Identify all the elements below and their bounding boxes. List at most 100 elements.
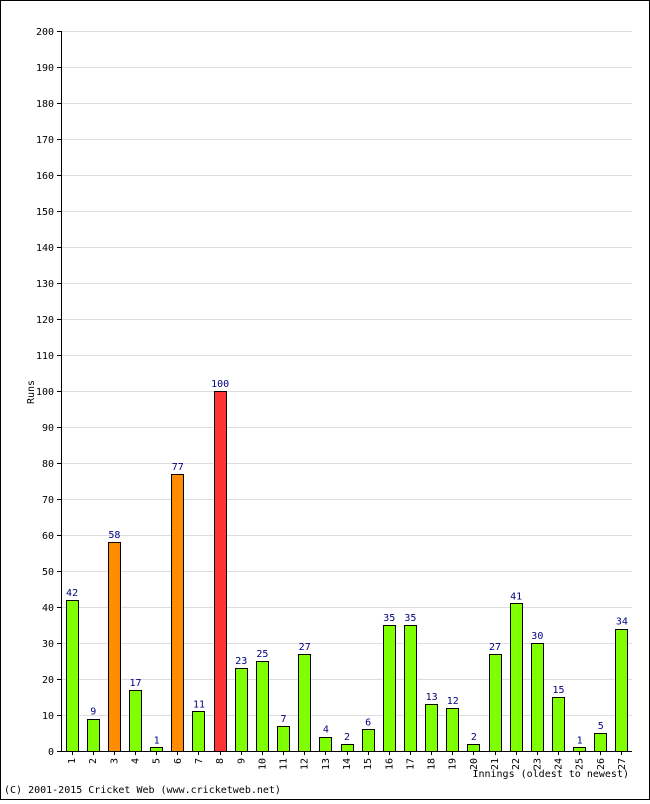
y-tick-label: 40 xyxy=(42,603,54,614)
y-tick-label: 120 xyxy=(36,315,54,326)
bar-value-label: 30 xyxy=(531,631,543,642)
bar-value-label: 35 xyxy=(383,613,395,624)
y-tick-label: 30 xyxy=(42,639,54,650)
y-tick-label: 160 xyxy=(36,171,54,182)
x-tick-label: 16 xyxy=(384,758,395,770)
x-tick-label: 27 xyxy=(617,758,628,770)
bar-innings-20 xyxy=(467,744,480,752)
x-tick-label: 2 xyxy=(88,758,99,764)
x-tick-label: 1 xyxy=(67,758,78,764)
bar-innings-7 xyxy=(192,711,205,752)
x-tick-label: 17 xyxy=(405,758,416,770)
bar-value-label: 23 xyxy=(235,656,247,667)
bar-value-label: 2 xyxy=(344,732,350,743)
bar-value-label: 15 xyxy=(552,685,564,696)
bar-innings-21 xyxy=(489,654,502,752)
x-tick-label: 23 xyxy=(532,758,543,770)
bar-innings-5 xyxy=(150,747,163,752)
bar-value-label: 2 xyxy=(471,732,477,743)
bar-value-label: 77 xyxy=(172,462,184,473)
bar-innings-2 xyxy=(87,719,100,752)
x-tick-label: 18 xyxy=(427,758,438,770)
bar-innings-17 xyxy=(404,625,417,752)
y-tick-label: 170 xyxy=(36,135,54,146)
x-tick-label: 14 xyxy=(342,758,353,770)
x-tick-label: 7 xyxy=(194,758,205,764)
bar-value-label: 42 xyxy=(66,588,78,599)
x-tick-label: 9 xyxy=(236,758,247,764)
bar-value-label: 27 xyxy=(299,642,311,653)
y-tick-label: 190 xyxy=(36,63,54,74)
bar-value-label: 100 xyxy=(211,379,229,390)
y-tick-label: 200 xyxy=(36,27,54,38)
bar-value-label: 25 xyxy=(256,649,268,660)
y-tick-label: 70 xyxy=(42,495,54,506)
x-tick-label: 12 xyxy=(300,758,311,770)
bar-value-label: 7 xyxy=(281,714,287,725)
y-tick-label: 130 xyxy=(36,279,54,290)
bar-innings-26 xyxy=(594,733,607,752)
bar-value-label: 17 xyxy=(129,678,141,689)
y-tick-label: 90 xyxy=(42,423,54,434)
x-tick-label: 19 xyxy=(448,758,459,770)
bar-innings-24 xyxy=(552,697,565,752)
y-axis-label: Runs xyxy=(26,380,37,404)
x-tick-label: 3 xyxy=(109,758,120,764)
y-tick-label: 60 xyxy=(42,531,54,542)
y-tick-label: 80 xyxy=(42,459,54,470)
bar-innings-25 xyxy=(573,747,586,752)
bar-innings-11 xyxy=(277,726,290,752)
bar-innings-10 xyxy=(256,661,269,752)
bar-value-label: 9 xyxy=(90,707,96,718)
bar-value-label: 5 xyxy=(598,721,604,732)
bar-innings-23 xyxy=(531,643,544,752)
bar-innings-22 xyxy=(510,603,523,752)
x-tick-label: 26 xyxy=(596,758,607,770)
copyright-credit: (C) 2001-2015 Cricket Web (www.cricketwe… xyxy=(4,785,281,796)
bar-value-label: 13 xyxy=(426,692,438,703)
y-tick-label: 180 xyxy=(36,99,54,110)
bar-innings-1 xyxy=(66,600,79,752)
y-tick-label: 110 xyxy=(36,351,54,362)
x-tick-label: 6 xyxy=(173,758,184,764)
x-tick-label: 15 xyxy=(363,758,374,770)
bar-value-label: 41 xyxy=(510,591,522,602)
x-tick-label: 4 xyxy=(131,758,142,764)
y-tick-label: 0 xyxy=(48,747,54,758)
bar-innings-19 xyxy=(446,708,459,752)
bar-value-label: 34 xyxy=(616,617,628,628)
x-tick-label: 13 xyxy=(321,758,332,770)
bar-innings-27 xyxy=(615,629,628,752)
bar-innings-3 xyxy=(108,542,121,752)
bar-value-label: 11 xyxy=(193,699,205,710)
bar-innings-8 xyxy=(214,391,227,752)
x-tick-label: 11 xyxy=(279,758,290,770)
y-tick-label: 140 xyxy=(36,243,54,254)
y-tick-label: 50 xyxy=(42,567,54,578)
y-tick-label: 10 xyxy=(42,711,54,722)
x-tick-label: 24 xyxy=(553,758,564,770)
bar-innings-4 xyxy=(129,690,142,752)
x-tick-label: 20 xyxy=(469,758,480,770)
axes: 0102030405060708090100110120130140150160… xyxy=(36,27,632,770)
bar-value-label: 12 xyxy=(447,696,459,707)
x-tick-label: 8 xyxy=(215,758,226,764)
bar-innings-16 xyxy=(383,625,396,752)
x-tick-label: 22 xyxy=(511,758,522,770)
bar-value-label: 27 xyxy=(489,642,501,653)
x-tick-label: 10 xyxy=(257,758,268,770)
bar-innings-12 xyxy=(298,654,311,752)
bar-innings-9 xyxy=(235,668,248,752)
bar-innings-15 xyxy=(362,729,375,752)
bar-value-label: 6 xyxy=(365,717,371,728)
bar-value-label: 58 xyxy=(108,530,120,541)
bar-innings-6 xyxy=(171,474,184,752)
bar-value-label: 35 xyxy=(404,613,416,624)
bar-value-label: 1 xyxy=(577,735,583,746)
x-tick-label: 21 xyxy=(490,758,501,770)
y-tick-label: 20 xyxy=(42,675,54,686)
bar-innings-18 xyxy=(425,704,438,752)
bar-innings-14 xyxy=(341,744,354,752)
bar-value-label: 4 xyxy=(323,725,329,736)
